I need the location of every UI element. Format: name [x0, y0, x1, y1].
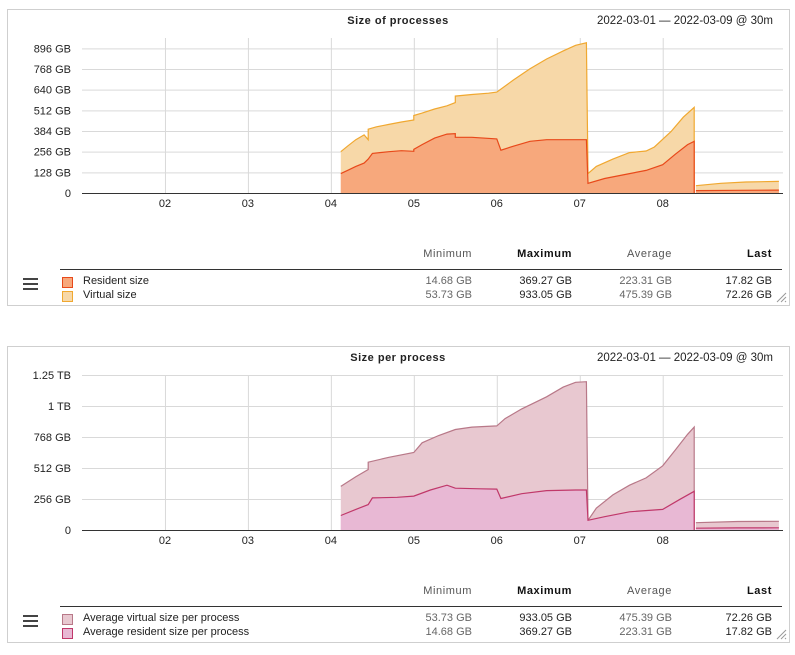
size-of-processes-dashlet: Size of processes 2022-03-01 — 2022-03-0… — [7, 9, 790, 306]
x-tick-label: 05 — [408, 535, 420, 547]
series-line-tail — [695, 180, 779, 187]
legend-max: 369.27 GB — [519, 275, 572, 287]
x-tick-label: 07 — [574, 535, 586, 547]
series-line-tail — [695, 520, 779, 524]
column-maximum[interactable]: Maximum — [517, 248, 572, 260]
x-tick-label: 03 — [242, 535, 254, 547]
legend-last: 17.82 GB — [725, 275, 772, 287]
x-tick-label: 04 — [325, 198, 337, 210]
column-average: Average — [627, 248, 672, 260]
resize-handle-icon[interactable] — [776, 292, 787, 303]
legend-min: 14.68 GB — [425, 626, 472, 638]
menu-icon[interactable] — [23, 278, 38, 291]
legend-avg: 223.31 GB — [619, 275, 672, 287]
legend-last: 17.82 GB — [725, 626, 772, 638]
time-range[interactable]: 2022-03-01 — 2022-03-09 @ 30m — [597, 352, 773, 364]
y-tick-label: 128 GB — [34, 167, 71, 179]
legend-min: 14.68 GB — [425, 275, 472, 287]
legend-label: Average virtual size per process — [83, 612, 240, 624]
menu-icon[interactable] — [23, 615, 38, 628]
legend-last: 72.26 GB — [725, 612, 772, 624]
legend-last: 72.26 GB — [725, 289, 772, 301]
y-tick-label: 1.25 TB — [33, 370, 71, 382]
legend-swatch — [62, 291, 73, 302]
column-last[interactable]: Last — [746, 585, 772, 597]
y-tick-label: 640 GB — [34, 85, 71, 97]
column-last[interactable]: Last — [746, 248, 772, 260]
area-average-resident-size-per-process — [340, 485, 695, 530]
y-tick-label: 768 GB — [34, 432, 71, 444]
time-range[interactable]: 2022-03-01 — 2022-03-09 @ 30m — [597, 15, 773, 27]
legend-divider — [60, 606, 782, 607]
series-line-tail — [695, 189, 779, 192]
legend-row-avg-virtual[interactable]: Average virtual size per process 53.73 G… — [8, 612, 788, 626]
chart-title: Size of processes — [347, 15, 449, 27]
legend-row-resident-size[interactable]: Resident size 14.68 GB 369.27 GB 223.31 … — [8, 275, 788, 289]
legend-avg: 223.31 GB — [619, 626, 672, 638]
legend-max: 369.27 GB — [519, 626, 572, 638]
legend-swatch — [62, 277, 73, 288]
legend-header: Minimum Maximum Average Last — [8, 248, 788, 262]
chart-plot-area[interactable]: 0 256 GB 512 GB 768 GB 1 TB 1.25 TB 02 03 04 05 06… — [8, 347, 788, 577]
column-maximum[interactable]: Maximum — [517, 585, 572, 597]
legend-avg: 475.39 GB — [619, 612, 672, 624]
legend-label: Resident size — [83, 275, 150, 287]
legend-max: 933.05 GB — [519, 612, 572, 624]
legend-label: Virtual size — [83, 289, 137, 301]
y-tick-label: 0 — [65, 188, 71, 200]
legend-max: 933.05 GB — [519, 289, 572, 301]
legend-label: Average resident size per process — [83, 626, 250, 638]
y-tick-label: 1 TB — [48, 401, 71, 413]
y-tick-label: 512 GB — [34, 463, 71, 475]
legend-avg: 475.39 GB — [619, 289, 672, 301]
x-tick-label: 03 — [242, 198, 254, 210]
y-tick-label: 384 GB — [34, 126, 71, 138]
chart-plot-area[interactable]: 0 128 GB 256 GB 384 GB 512 GB 640 GB 768 GB 896… — [8, 10, 788, 240]
legend-divider — [60, 269, 782, 270]
column-average: Average — [627, 585, 672, 597]
legend-min: 53.73 GB — [425, 612, 472, 624]
x-tick-label: 08 — [657, 535, 669, 547]
y-tick-label: 768 GB — [34, 64, 71, 76]
y-tick-label: 512 GB — [34, 105, 71, 117]
resize-handle-icon[interactable] — [776, 629, 787, 640]
y-tick-label: 256 GB — [34, 147, 71, 159]
legend-swatch — [62, 614, 73, 625]
chart-title: Size per process — [350, 352, 446, 364]
legend-swatch — [62, 628, 73, 639]
y-tick-label: 0 — [65, 525, 71, 537]
series-line — [340, 381, 695, 530]
legend-header: Minimum Maximum Average Last — [8, 585, 788, 599]
legend-row-avg-resident[interactable]: Average resident size per process 14.68 … — [8, 626, 788, 640]
x-tick-label: 04 — [325, 535, 337, 547]
y-tick-label: 896 GB — [34, 43, 71, 55]
x-tick-label: 02 — [159, 535, 171, 547]
series-line — [340, 132, 695, 193]
x-tick-label: 06 — [491, 198, 503, 210]
legend-min: 53.73 GB — [425, 289, 472, 301]
area-resident-size — [340, 133, 695, 193]
x-tick-label: 06 — [491, 535, 503, 547]
column-minimum: Minimum — [423, 585, 472, 597]
x-tick-label: 07 — [574, 198, 586, 210]
x-tick-label: 05 — [408, 198, 420, 210]
x-tick-label: 02 — [159, 198, 171, 210]
y-tick-label: 256 GB — [34, 494, 71, 506]
x-tick-label: 08 — [657, 198, 669, 210]
series-line — [340, 42, 695, 193]
legend-row-virtual-size[interactable]: Virtual size 53.73 GB 933.05 GB 475.39 G… — [8, 289, 788, 303]
column-minimum: Minimum — [423, 248, 472, 260]
size-per-process-dashlet: Size per process 2022-03-01 — 2022-03-09… — [7, 346, 790, 643]
series-line — [340, 484, 695, 530]
